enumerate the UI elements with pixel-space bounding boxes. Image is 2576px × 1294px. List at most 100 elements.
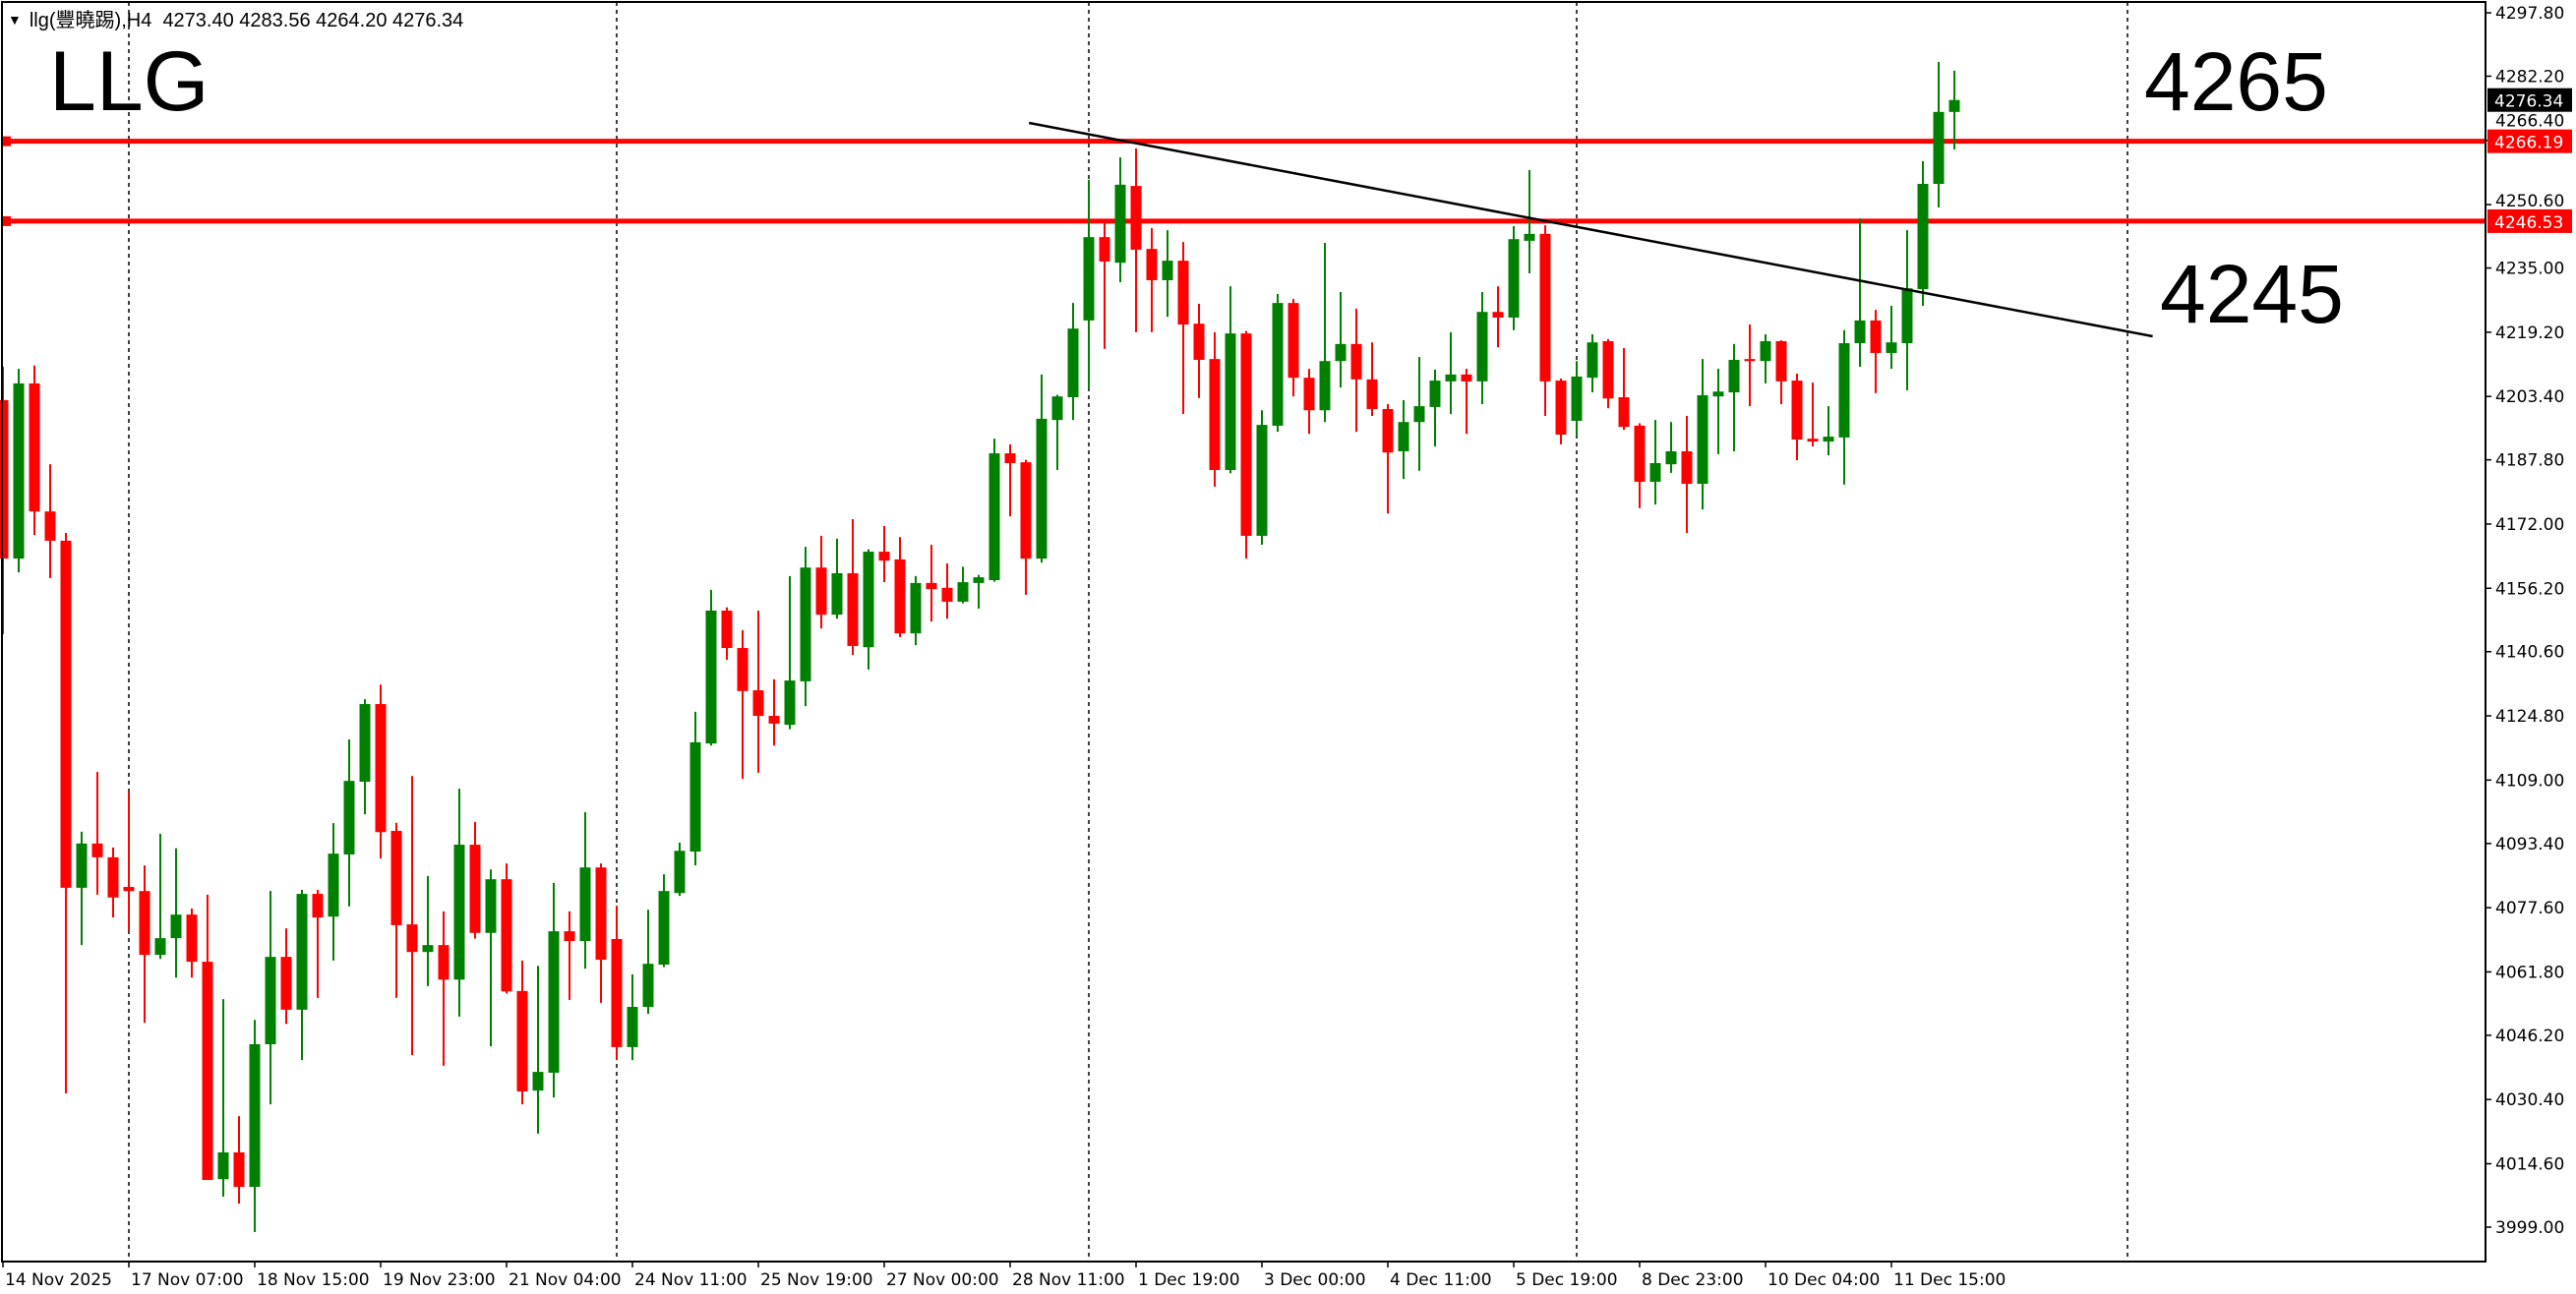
time-tick-label: 10 Dec 04:00 [1767,1270,1880,1290]
candle-body [1413,406,1425,423]
bullish-candle [1114,157,1126,283]
candle-body [485,879,497,933]
bearish-candle [721,607,733,661]
candle-body [1146,249,1158,280]
candle-body [1177,261,1189,325]
level-price-tag-text: 4246.53 [2494,213,2563,233]
candle-body [406,924,418,953]
bullish-candle [1051,394,1063,470]
candle-body [1901,288,1913,344]
level-handle[interactable] [2,136,11,147]
horizontal-levels[interactable] [2,136,2486,226]
candle-body [438,945,449,980]
candle-body [296,894,308,1010]
chart-header: ▼ llg(豐曉踢),H4 4273.40 4283.56 4264.20 427… [8,4,463,32]
candle-body [60,540,72,888]
bearish-candle [1539,225,1551,417]
bullish-candle [1948,70,1960,149]
candle-body [1319,361,1331,411]
time-axis[interactable]: 14 Nov 2025 17 Nov 07:00 18 Nov 15:00 19 No… [2,1261,2486,1290]
bullish-candle [689,711,701,866]
bullish-candle [1319,242,1331,423]
candle-body [312,894,324,918]
bearish-candle [1099,223,1110,349]
time-tick-label: 1 Dec 19:00 [1138,1270,1240,1290]
bearish-candle [815,535,827,629]
price-tick-label: 4093.40 [2495,835,2564,854]
price-tick-label: 4156.20 [2495,579,2564,599]
bullish-candle [1697,359,1708,510]
level-price-tag-text: 4266.19 [2494,134,2563,153]
bullish-candle [359,699,371,815]
bullish-candle [249,1020,261,1232]
trendline[interactable] [1028,121,2153,338]
candle-body [1508,239,1520,318]
bullish-candle [76,831,88,946]
bullish-candle [1933,62,1945,207]
time-tick-label: 11 Dec 15:00 [1893,1270,2006,1290]
price-tick-label: 4124.80 [2495,707,2564,727]
bearish-candle [29,365,40,536]
candle-body [29,382,40,512]
candle-body [705,610,717,744]
candle-body [44,511,56,541]
bullish-candle [1429,369,1441,447]
candle-body [1634,425,1646,482]
candle-body [1398,422,1409,451]
bearish-candle [752,610,764,773]
bullish-candle [831,538,843,619]
candle-body [469,845,481,933]
bullish-candle [1272,294,1284,433]
collapse-triangle-icon[interactable]: ▼ [8,12,22,28]
annotation-title[interactable]: LLG [49,34,210,129]
candle-body [1649,462,1661,482]
price-axis[interactable]: 4297.80 4282.20 4266.40 4250.60 4235.00 4219.… [2486,4,2564,1238]
candle-body [1712,391,1724,397]
bullish-candle [1067,303,1079,421]
bearish-candle [1303,369,1315,435]
bearish-candle [202,894,213,1181]
time-tick-label: 25 Nov 19:00 [760,1270,873,1290]
candle-body [1602,340,1614,399]
candle-body [532,1072,544,1091]
bearish-candle [941,563,953,619]
candle-body [1288,303,1299,379]
candles [0,62,1960,1232]
bearish-candle [1870,310,1882,393]
candle-body [1004,453,1016,463]
bullish-candle [532,966,544,1134]
candle-body [1539,233,1551,382]
candle-body [941,587,953,602]
bullish-candle [154,833,166,960]
bullish-candle [1524,169,1535,273]
candle-body [154,938,166,956]
time-tick-label: 28 Nov 11:00 [1012,1270,1125,1290]
annotation-level-lower[interactable]: 4245 [2160,248,2344,340]
bearish-candle [1177,242,1189,414]
price-tick-label: 4282.20 [2495,67,2564,87]
bullish-candle [910,575,922,646]
plot-frame [1,1,2486,1263]
candle-body [1476,312,1488,382]
candle-body [453,845,465,980]
candle-body [1555,381,1567,436]
candle-body [375,704,387,833]
annotation-level-upper[interactable]: 4265 [2144,35,2328,128]
bullish-candle [1587,333,1598,393]
level-handle[interactable] [2,215,11,226]
candle-body [1067,328,1079,398]
candle-body [752,690,764,717]
bullish-candle [485,869,497,1047]
bearish-candle [186,908,198,978]
current-price-tag [2487,88,2572,112]
bullish-candle [800,547,811,707]
time-tick-label: 24 Nov 11:00 [634,1270,748,1290]
price-tick-label: 3999.00 [2495,1218,2564,1238]
bullish-candle [1649,420,1661,505]
candle-body [894,559,906,634]
bullish-candle [453,789,465,1017]
bearish-candle [1744,324,1756,407]
bullish-candle [1476,291,1488,405]
bearish-candle [1366,342,1378,417]
